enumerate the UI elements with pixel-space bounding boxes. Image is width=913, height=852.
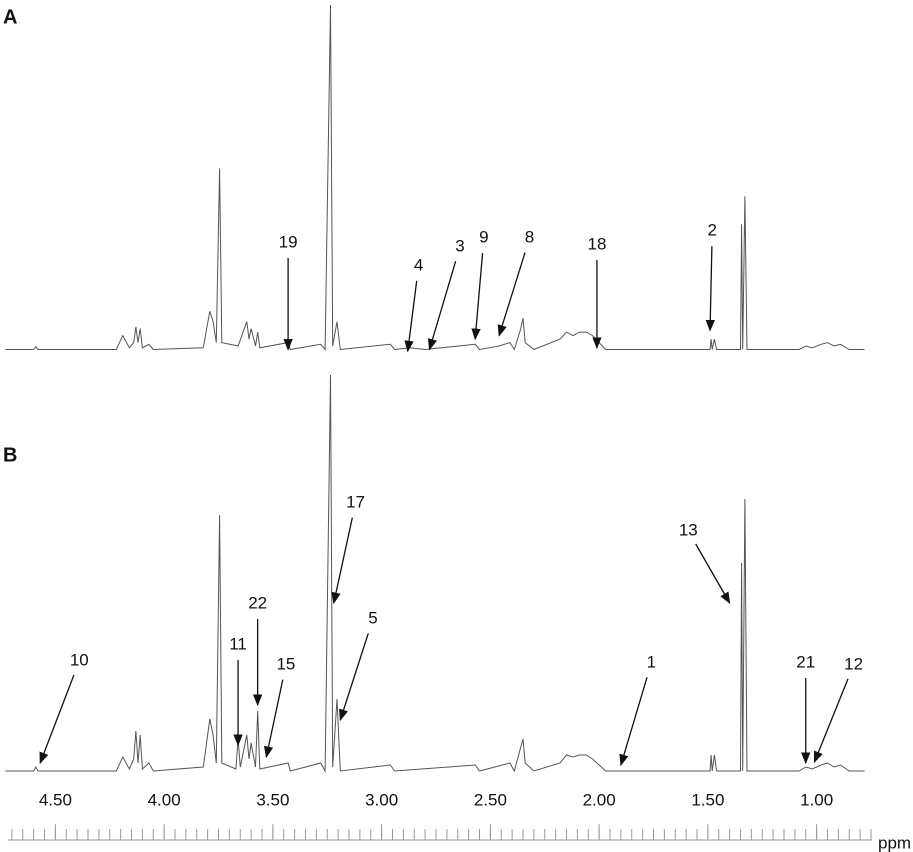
annotation-label: 8: [525, 228, 534, 247]
spectrum: [5, 4, 865, 351]
panel-label: B: [3, 444, 17, 466]
annotation-label: 5: [368, 608, 377, 627]
annotation-label: 4: [414, 255, 423, 274]
x-tick-label: 1.00: [800, 790, 833, 809]
annotation-arrow: [497, 252, 526, 337]
annotation-label: 17: [346, 492, 365, 511]
annotation-arrow: [619, 677, 648, 767]
annotation-label: 3: [455, 236, 464, 255]
annotation-arrow: [331, 517, 353, 605]
annotation-arrow: [705, 246, 715, 332]
x-tick-label: 1.50: [691, 790, 724, 809]
annotation-arrow: [813, 678, 849, 764]
x-tick-label: 3.00: [365, 790, 398, 809]
annotation-arrow: [695, 543, 731, 605]
annotation-label: 13: [679, 520, 698, 539]
annotation-arrow: [404, 280, 418, 353]
annotation-label: 21: [796, 652, 815, 671]
x-tick-label: 2.50: [474, 790, 507, 809]
annotation-arrow: [39, 674, 75, 765]
x-tick-label: 3.50: [256, 790, 289, 809]
annotation-label: 9: [479, 228, 488, 247]
annotation-arrow: [471, 253, 484, 341]
annotation-label: 11: [229, 634, 247, 653]
annotation-arrow: [263, 679, 284, 759]
annotation-label: 19: [279, 233, 298, 252]
annotation-arrow: [427, 261, 457, 351]
annotation-label: 2: [707, 221, 716, 240]
annotation-label: 18: [587, 235, 606, 254]
x-tick-label: 2.00: [583, 790, 616, 809]
annotation-label: 1: [647, 652, 656, 671]
annotation-label: 22: [248, 593, 267, 612]
panel-label: A: [3, 6, 17, 28]
x-axis-label: ppm: [878, 833, 911, 852]
annotation-label: 15: [276, 654, 295, 673]
x-tick-label: 4.00: [148, 790, 181, 809]
annotation-label: 12: [844, 654, 863, 673]
annotation-arrow: [339, 633, 369, 722]
x-tick-label: 4.50: [39, 790, 72, 809]
spectrum: [5, 374, 865, 773]
annotation-label: 10: [70, 650, 89, 669]
